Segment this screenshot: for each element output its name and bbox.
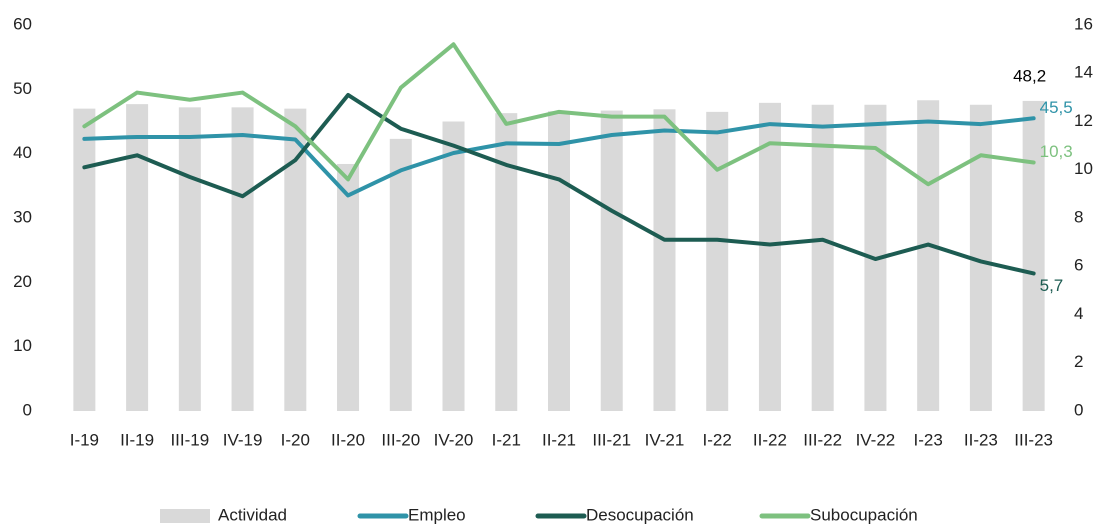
bar [706, 111, 729, 411]
legend-label: Empleo [408, 505, 466, 524]
bar [337, 163, 360, 411]
x-tick-label: II-19 [120, 430, 154, 449]
x-tick-label: I-21 [492, 430, 521, 449]
legend-label: Actividad [218, 505, 287, 524]
x-tick-label: II-21 [542, 430, 576, 449]
x-tick-label: III-23 [1014, 430, 1053, 449]
bar [969, 104, 992, 412]
bar [284, 108, 307, 411]
y2-tick-label: 0 [1074, 400, 1083, 419]
bar [1022, 100, 1045, 411]
bar [73, 108, 96, 411]
x-tick-label: I-20 [281, 430, 310, 449]
x-tick-label: II-20 [331, 430, 365, 449]
legend-label: Desocupación [586, 505, 694, 524]
legend-swatch [160, 509, 210, 523]
x-tick-label: III-20 [381, 430, 420, 449]
bar [758, 102, 781, 412]
y-tick-label: 50 [13, 79, 32, 98]
data-label: 45,5 [1040, 98, 1073, 117]
bar [548, 111, 570, 411]
bar [442, 121, 465, 411]
bar [653, 109, 676, 411]
bar [126, 104, 149, 411]
y2-tick-label: 6 [1074, 256, 1083, 275]
y-tick-label: 10 [13, 336, 32, 355]
bar [389, 138, 412, 411]
y2-tick-label: 2 [1074, 352, 1083, 371]
line-series [82, 92, 1036, 276]
y-tick-label: 60 [13, 14, 32, 33]
bar [917, 100, 940, 412]
y-tick-label: 0 [23, 400, 32, 419]
y-tick-label: 20 [13, 272, 32, 291]
line-series [82, 42, 1036, 187]
x-tick-label: IV-22 [856, 430, 896, 449]
y2-tick-label: 16 [1074, 14, 1093, 33]
x-tick-label: IV-19 [223, 430, 263, 449]
x-tick-label: I-23 [914, 430, 943, 449]
y-tick-label: 40 [13, 143, 32, 162]
x-tick-label: IV-21 [645, 430, 685, 449]
x-tick-label: I-19 [70, 430, 99, 449]
x-tick-label: I-22 [703, 430, 732, 449]
legend-label: Subocupación [810, 505, 918, 524]
bar [811, 104, 834, 412]
y2-tick-label: 4 [1074, 304, 1083, 323]
bar [600, 110, 623, 412]
x-tick-label: III-21 [592, 430, 631, 449]
line-series [82, 116, 1036, 198]
y2-tick-label: 10 [1074, 159, 1093, 178]
x-tick-label: III-22 [803, 430, 842, 449]
y2-tick-label: 8 [1074, 207, 1083, 226]
x-tick-label: III-19 [170, 430, 209, 449]
y2-tick-label: 12 [1074, 111, 1093, 130]
x-tick-label: IV-20 [434, 430, 474, 449]
y2-tick-label: 14 [1074, 63, 1093, 82]
data-label: 10,3 [1040, 142, 1073, 161]
data-label: 5,7 [1040, 276, 1064, 295]
bar [178, 107, 201, 411]
bar [231, 107, 254, 411]
x-tick-label: II-23 [964, 430, 998, 449]
x-tick-label: II-22 [753, 430, 787, 449]
y-tick-label: 30 [13, 207, 32, 226]
bar [495, 113, 518, 412]
data-label: 48,2 [1013, 66, 1046, 85]
